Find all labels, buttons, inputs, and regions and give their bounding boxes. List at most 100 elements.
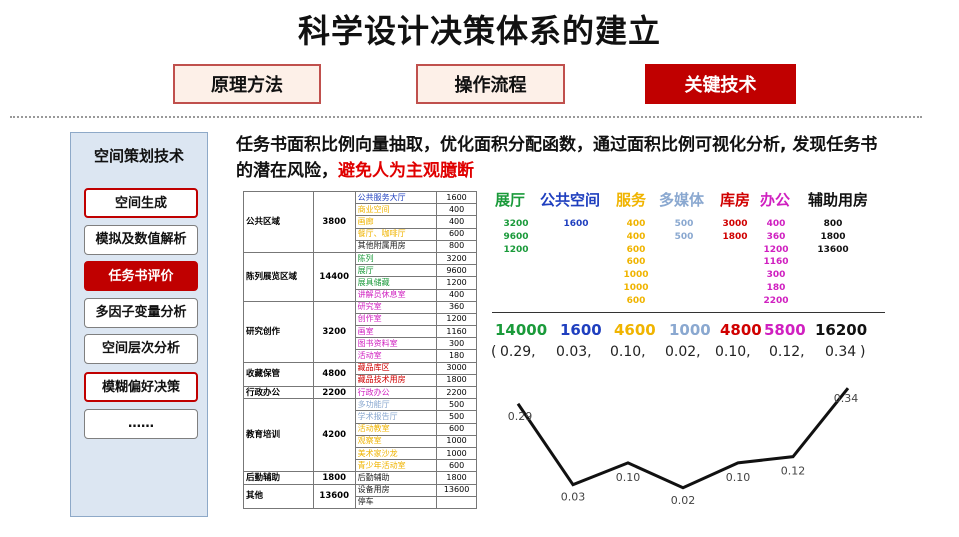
group-name: 研究创作	[243, 300, 314, 363]
sidebar-item-more[interactable]: ……	[84, 409, 198, 439]
table-row: 教育培训 4200 多功能厅 500	[243, 398, 477, 473]
group-name: 收藏保管	[243, 361, 314, 388]
category-value: 1200	[763, 244, 789, 255]
category-ratio: 0.10,	[610, 344, 646, 360]
item-value: 1800	[436, 373, 477, 388]
table-row: 活动室 180	[244, 349, 477, 363]
item-name: 展具储藏	[354, 276, 438, 290]
table-row: 美术家沙龙 1000	[244, 446, 477, 461]
table-row: 画廊 400	[244, 215, 477, 229]
totals-separator	[492, 312, 885, 313]
item-value: 500	[436, 410, 477, 424]
category-label: 服务	[616, 191, 647, 209]
table-row: 收藏保管 4800 藏品库区 3000	[243, 361, 477, 388]
category-value: 1800	[820, 231, 846, 242]
table-row: 研究创作 3200 研究室 360	[243, 300, 477, 363]
category-ratio: 0.29,	[500, 344, 536, 360]
item-name: 陈列	[354, 251, 438, 266]
item-name: 藏品库区	[354, 361, 438, 375]
item-name: 研究室	[354, 300, 438, 314]
item-value: 3000	[436, 361, 477, 375]
item-value: 400	[436, 203, 477, 217]
category-value: 600	[626, 244, 646, 255]
category-ratio: 0.34	[825, 344, 857, 360]
group-total: 4800	[312, 361, 356, 388]
category-value: 500	[674, 219, 694, 229]
item-value: 500	[436, 398, 477, 412]
item-name: 美术家沙龙	[354, 446, 438, 461]
data-label: 0.03	[561, 491, 586, 504]
item-value: 600	[436, 459, 477, 473]
series-line	[516, 387, 850, 490]
item-name: 观察室	[354, 434, 438, 448]
item-value	[436, 495, 477, 509]
item-value: 1200	[436, 312, 477, 327]
category-value: 180	[766, 283, 786, 293]
item-value: 1000	[436, 434, 477, 448]
category-value: 400	[766, 219, 786, 229]
sidebar-item-brief-evaluation[interactable]: 任务书评价	[84, 261, 198, 291]
item-name: 画室	[354, 325, 438, 339]
group-name: 行政办公	[243, 385, 314, 400]
item-value: 1160	[436, 325, 477, 339]
table-row: 停车	[244, 495, 477, 509]
category-value: 1000	[623, 270, 649, 281]
item-value: 13600	[436, 483, 477, 497]
category-label: 展厅	[495, 191, 526, 209]
tab-principle-method[interactable]: 原理方法	[173, 64, 321, 104]
tab-key-technology[interactable]: 关键技术	[645, 64, 796, 104]
item-value: 180	[436, 349, 477, 363]
group-name: 后勤辅助	[243, 471, 314, 485]
item-name: 公共服务大厅	[354, 190, 438, 205]
category-value: 400	[626, 231, 646, 242]
data-label: 0.02	[671, 494, 696, 507]
item-name: 讲解员休息室	[354, 288, 438, 302]
category-value: 800	[823, 219, 843, 229]
group-total: 4200	[312, 398, 356, 473]
sidebar-item-space-generation[interactable]: 空间生成	[84, 188, 198, 218]
item-name: 行政办公	[354, 385, 438, 400]
group-total: 3800	[312, 191, 356, 253]
category-total: 14000	[495, 321, 548, 339]
description: 任务书面积比例向量抽取，优化面积分配函数，通过面积比例可视化分析, 发现任务书的…	[236, 132, 886, 184]
item-name: 活动教室	[354, 422, 438, 436]
category-value: 360	[766, 231, 786, 242]
category-total: 1000	[669, 321, 711, 339]
item-value: 400	[436, 215, 477, 229]
category-total: 4800	[720, 321, 762, 339]
category-ratio: 0.02,	[665, 344, 701, 360]
category-value: 600	[626, 257, 646, 268]
sidebar-item-hierarchy-analysis[interactable]: 空间层次分析	[84, 334, 198, 364]
item-name: 商业空间	[354, 203, 438, 217]
page-title: 科学设计决策体系的建立	[297, 12, 661, 50]
table-row: 其他 13600 设备用房 13600	[243, 483, 477, 509]
sidebar-item-multifactor-analysis[interactable]: 多因子变量分析	[84, 298, 198, 328]
category-value: 1000	[623, 283, 649, 293]
item-name: 展厅	[354, 264, 438, 278]
sidebar-item-fuzzy-decision[interactable]: 模糊偏好决策	[84, 372, 198, 402]
area-table: 公共区域 3800 公共服务大厅 1600 商业空间 400 画廊 400 餐厅、咖啡厅 600 其…	[243, 190, 477, 509]
group-total: 14400	[312, 251, 356, 302]
item-name: 创作室	[354, 312, 438, 327]
category-total: 5800	[764, 321, 806, 339]
table-row: 陈列展览区域 14400 陈列 3200	[243, 251, 477, 302]
sidebar: 空间策划技术 空间生成 模拟及数值解析 任务书评价 多因子变量分析 空间层次分析…	[70, 132, 208, 517]
category-label: 公共空间	[540, 191, 601, 209]
category-value: 3200	[503, 219, 529, 229]
category-value: 1800	[722, 231, 748, 242]
table-row: 展厅 9600	[244, 264, 477, 278]
group-total: 1800	[312, 471, 356, 485]
category-ratio: 0.03,	[556, 344, 592, 360]
item-name: 学术报告厅	[354, 410, 438, 424]
category-value: 1600	[563, 219, 589, 229]
group-total: 13600	[312, 483, 356, 509]
item-name: 停车	[354, 495, 438, 509]
table-row: 后勤辅助 1800 后勤辅助 1800	[243, 471, 477, 485]
table-row: 藏品技术用房 1800	[244, 373, 477, 388]
category-label: 辅助用房	[808, 191, 869, 209]
data-label: 0.10	[616, 471, 641, 484]
category-value: 2200	[763, 295, 789, 306]
sidebar-item-simulation[interactable]: 模拟及数值解析	[84, 225, 198, 255]
category-total: 1600	[560, 321, 602, 339]
tab-operation-process[interactable]: 操作流程	[416, 64, 565, 104]
